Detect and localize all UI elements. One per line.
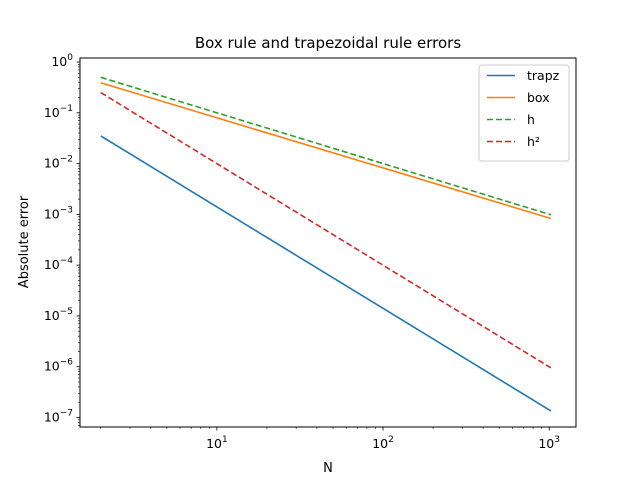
y-tick-label: 10−5 bbox=[44, 307, 73, 323]
y-tick-label: 10−1 bbox=[44, 104, 73, 120]
series-line bbox=[100, 82, 552, 220]
x-axis-ticks: 101 102 103 bbox=[100, 427, 560, 451]
legend-label: h² bbox=[527, 134, 540, 149]
y-axis-ticks: 10−7 10−6 10−5 10−4 10−3 10−2 10−1 100 bbox=[44, 53, 80, 426]
x-axis-label: N bbox=[323, 461, 333, 476]
legend: trapz box h h² bbox=[478, 64, 570, 162]
series-line bbox=[100, 91, 552, 369]
y-tick-label: 10−3 bbox=[44, 205, 73, 221]
y-tick-label: 100 bbox=[51, 53, 73, 69]
y-tick-label: 10−2 bbox=[44, 155, 73, 171]
legend-label: box bbox=[527, 90, 550, 105]
y-tick-label: 10−7 bbox=[44, 408, 73, 424]
plot-area bbox=[100, 76, 552, 412]
chart-title: Box rule and trapezoidal rule errors bbox=[195, 34, 461, 52]
y-tick-label: 10−4 bbox=[44, 256, 73, 272]
legend-label: trapz bbox=[527, 68, 560, 83]
y-tick-label: 10−6 bbox=[44, 358, 73, 374]
legend-box bbox=[478, 64, 570, 162]
series-line bbox=[100, 135, 552, 412]
series-line bbox=[100, 76, 552, 216]
axes-frame bbox=[79, 57, 577, 428]
x-tick-label: 103 bbox=[538, 435, 560, 451]
x-tick-label: 102 bbox=[372, 435, 394, 451]
y-axis-label: Absolute error bbox=[17, 195, 32, 288]
x-tick-label: 101 bbox=[206, 435, 228, 451]
legend-label: h bbox=[527, 112, 535, 127]
